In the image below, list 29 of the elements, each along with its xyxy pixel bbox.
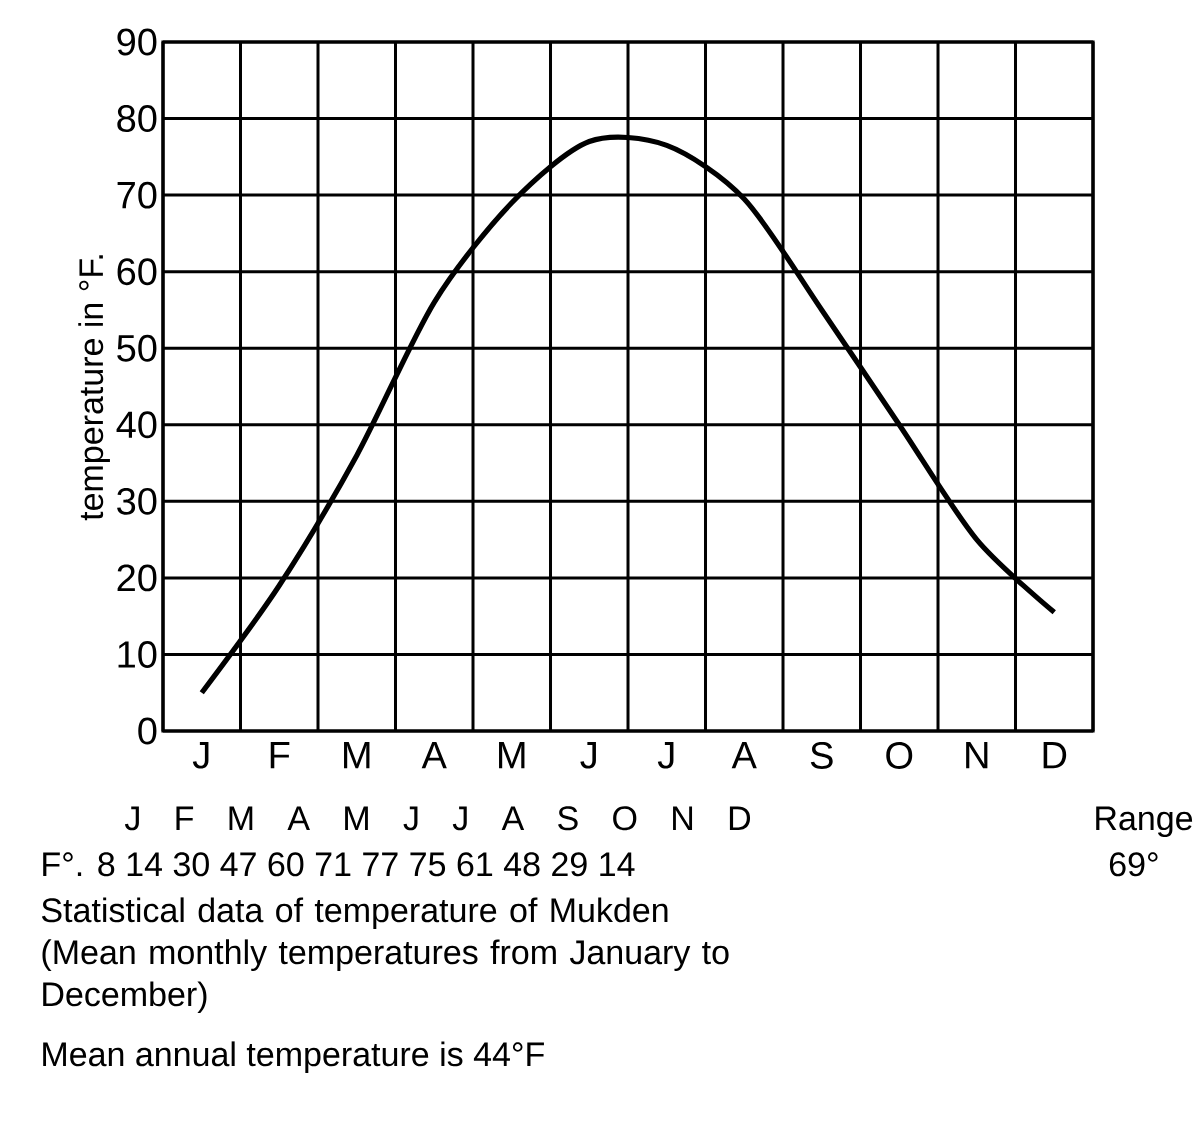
y-tick-label: 10	[118, 640, 157, 668]
x-tick-label: A	[731, 742, 757, 769]
y-axis-title: temperature in °F.	[78, 255, 110, 521]
x-tick-label: F	[270, 742, 290, 769]
y-tick-label: 50	[117, 334, 157, 362]
x-tick-label: O	[886, 742, 913, 769]
text: Statistical data of temperature of Mukden (Mean monthly temperatures from January to December)	[41, 897, 729, 1014]
text: J F M A M J J A S O N D	[124, 806, 751, 831]
y-tick-label: 30	[117, 487, 157, 515]
y-tick-label: 70	[117, 181, 157, 209]
y-tick-label: 60	[117, 258, 157, 286]
y-tick-label: 20	[117, 564, 157, 592]
text: Range	[1096, 806, 1193, 838]
text: Mean annual temperature is 44°F	[43, 1041, 544, 1074]
y-tick-label: 40	[116, 411, 157, 439]
x-tick-label: J	[192, 742, 209, 769]
x-tick-label: M	[499, 742, 525, 769]
x-tick-label: D	[1043, 742, 1067, 769]
text: F°. 8 14 30 47 60 71 77 75 61 48 29 14	[43, 852, 635, 877]
x-tick-label: S	[810, 742, 833, 769]
x-tick-label: A	[421, 742, 447, 769]
x-tick-label: J	[657, 742, 674, 769]
x-tick-label: J	[580, 742, 596, 769]
y-tick-label: 80	[117, 105, 157, 133]
y-tick-label: 90	[117, 28, 157, 56]
y-tick-label: 0	[138, 717, 157, 745]
x-tick-label: M	[344, 742, 370, 769]
text: 69°	[1109, 852, 1158, 877]
x-tick-label: N	[966, 742, 988, 769]
